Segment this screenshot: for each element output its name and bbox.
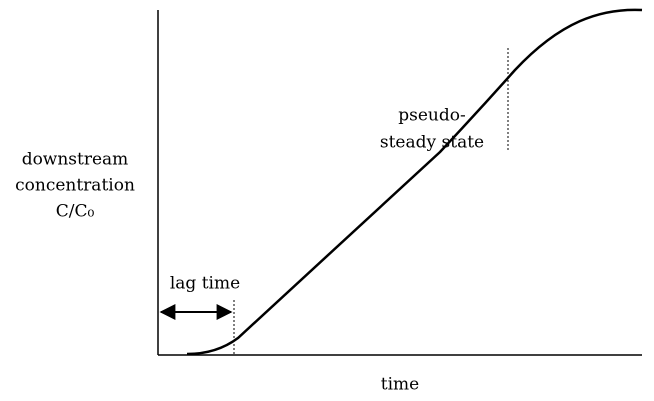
steady-label: pseudo- <box>398 106 465 126</box>
lag-label: lag time <box>170 274 240 294</box>
y-label: concentration <box>15 176 135 196</box>
steady-label: steady state <box>380 133 484 153</box>
curve <box>186 8 643 356</box>
x-label: time <box>381 375 419 395</box>
y-label: C/C₀ <box>56 202 95 222</box>
y-label: downstream <box>22 150 129 170</box>
